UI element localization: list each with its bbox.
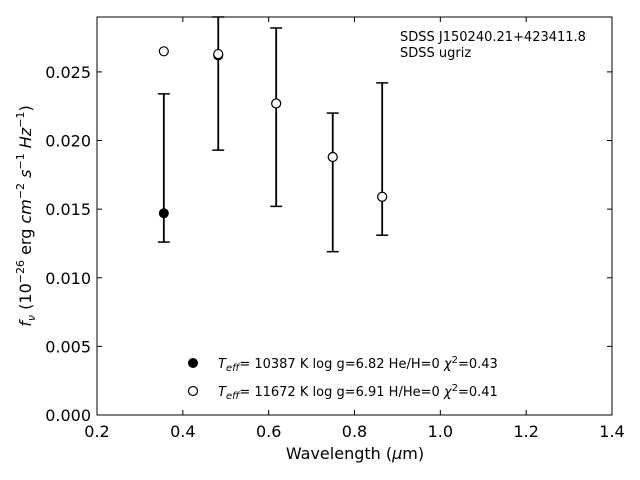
model-point-filled xyxy=(158,208,169,219)
x-axis: 0.2 0.4 0.6 0.8 1.0 1.2 1.4 xyxy=(84,17,625,441)
y-tick-label: 0.000 xyxy=(45,406,91,425)
x-tick-label: 1.4 xyxy=(599,422,624,441)
plot-frame xyxy=(96,16,613,416)
x-tick-label: 0.2 xyxy=(84,422,109,441)
model-point-open xyxy=(213,48,224,60)
y-tick-label: 0.025 xyxy=(45,63,91,82)
legend-marker-open xyxy=(187,385,199,397)
svg-text:Wavelength (μm): Wavelength (μm) xyxy=(286,444,424,463)
x-tick-label: 0.4 xyxy=(170,422,195,441)
data-points xyxy=(158,46,388,219)
svg-text:fν (10−26 erg cm−2 s−1 Hz−1): fν (10−26 erg cm−2 s−1 Hz−1) xyxy=(14,105,38,326)
y-tick-label: 0.005 xyxy=(45,337,91,356)
model-point-open xyxy=(377,191,388,202)
y-tick-label: 0.010 xyxy=(45,269,91,288)
legend-entry-2: Teff= 11672 K log g=6.91 H/He=0 χ2=0.41 xyxy=(218,383,498,402)
annotation-line-1: SDSS J150240.21+423411.8 xyxy=(400,30,586,45)
annotation-line-2: SDSS ugriz xyxy=(400,46,471,61)
y-tick-label: 0.015 xyxy=(45,200,91,219)
legend-entry-1: Teff= 10387 K log g=6.82 He/H=0 χ2=0.43 xyxy=(218,355,498,374)
model-point-open xyxy=(327,151,338,163)
legend-marker-filled xyxy=(188,358,198,368)
x-tick-label: 1.0 xyxy=(428,422,453,441)
x-tick-label: 0.6 xyxy=(256,422,281,441)
x-tick-label: 0.8 xyxy=(342,422,367,441)
legend: Teff= 10387 K log g=6.82 He/H=0 χ2=0.43 … xyxy=(187,355,498,402)
model-point-open xyxy=(158,46,169,57)
y-axis: 0.000 0.005 0.010 0.015 0.020 0.025 xyxy=(45,63,612,425)
x-tick-label: 1.2 xyxy=(513,422,538,441)
y-axis-title: fν (10−26 erg cm−2 s−1 Hz−1) xyxy=(14,105,38,326)
model-point-open xyxy=(271,98,282,109)
error-bars xyxy=(157,16,389,253)
x-axis-title: Wavelength (μm) xyxy=(286,444,424,463)
y-tick-label: 0.020 xyxy=(45,132,91,151)
